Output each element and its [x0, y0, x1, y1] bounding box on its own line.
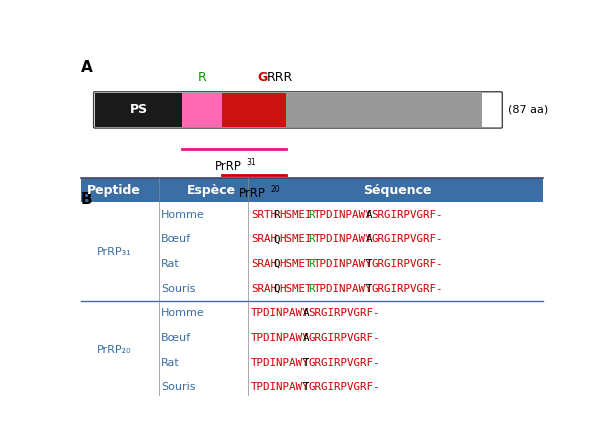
Text: T: T	[365, 259, 372, 269]
Text: Espèce: Espèce	[187, 184, 236, 197]
Text: HSMET: HSMET	[280, 284, 312, 294]
Text: SRTH: SRTH	[251, 210, 276, 220]
FancyBboxPatch shape	[222, 93, 286, 127]
Text: Souris: Souris	[161, 383, 195, 392]
Text: TPDINPAWY: TPDINPAWY	[251, 358, 309, 368]
Text: A: A	[302, 308, 309, 319]
Text: PrRP₃₁: PrRP₃₁	[96, 247, 132, 257]
Text: Rat: Rat	[161, 358, 180, 368]
Text: A: A	[81, 60, 93, 75]
Text: GRGIRPVGRF-: GRGIRPVGRF-	[371, 259, 443, 269]
Text: SRAH: SRAH	[251, 235, 276, 244]
Text: HSMEI: HSMEI	[280, 235, 312, 244]
Text: TPDINPAWY: TPDINPAWY	[314, 284, 372, 294]
Text: T: T	[302, 358, 309, 368]
Text: Rat: Rat	[161, 259, 180, 269]
Text: GRGIRPVGRF-: GRGIRPVGRF-	[308, 383, 379, 392]
FancyBboxPatch shape	[81, 202, 543, 227]
Text: RRR: RRR	[266, 71, 292, 84]
Text: TPDINPAWY: TPDINPAWY	[314, 210, 372, 220]
Text: R: R	[199, 71, 207, 84]
Text: GRGIRPVGRF-: GRGIRPVGRF-	[308, 333, 379, 343]
Text: Bœuf: Bœuf	[161, 333, 191, 343]
Text: R: R	[273, 210, 280, 220]
Text: PS: PS	[130, 103, 148, 117]
Text: G: G	[258, 71, 268, 84]
Text: Q: Q	[273, 284, 280, 294]
Text: T: T	[365, 284, 372, 294]
FancyBboxPatch shape	[81, 375, 543, 400]
Text: HSMET: HSMET	[280, 259, 312, 269]
Text: TPDINPAWY: TPDINPAWY	[251, 333, 309, 343]
Text: R: R	[308, 235, 315, 244]
Text: A: A	[365, 235, 372, 244]
Text: Homme: Homme	[161, 210, 205, 220]
Text: TPDINPAWY: TPDINPAWY	[314, 259, 372, 269]
Text: Souris: Souris	[161, 284, 195, 294]
Text: A: A	[365, 210, 372, 220]
FancyBboxPatch shape	[81, 326, 543, 351]
FancyBboxPatch shape	[81, 227, 543, 252]
FancyBboxPatch shape	[81, 276, 543, 301]
Text: Homme: Homme	[161, 308, 205, 319]
Text: GRGIRPVGRF-: GRGIRPVGRF-	[371, 235, 443, 244]
FancyBboxPatch shape	[95, 93, 182, 127]
Text: (87 aa): (87 aa)	[508, 105, 548, 115]
Text: PrRP₂₀: PrRP₂₀	[97, 345, 131, 356]
Text: B: B	[81, 192, 93, 207]
FancyBboxPatch shape	[182, 93, 222, 127]
Text: GRGIRPVGRF-: GRGIRPVGRF-	[371, 284, 443, 294]
Text: 31: 31	[247, 158, 256, 167]
Text: TPDINPAWY: TPDINPAWY	[314, 235, 372, 244]
Text: PrRP: PrRP	[216, 160, 242, 173]
Text: PrRP: PrRP	[239, 187, 266, 200]
Text: SRGIRPVGRF-: SRGIRPVGRF-	[308, 308, 379, 319]
Text: T: T	[302, 383, 309, 392]
Text: R: R	[308, 259, 315, 269]
Text: SRAH: SRAH	[251, 284, 276, 294]
Text: R: R	[308, 210, 315, 220]
Text: HSMEI: HSMEI	[280, 210, 312, 220]
FancyBboxPatch shape	[286, 93, 482, 127]
Text: R: R	[308, 284, 315, 294]
FancyBboxPatch shape	[81, 351, 543, 375]
Text: TPDINPAWY: TPDINPAWY	[251, 308, 309, 319]
Text: Q: Q	[273, 259, 280, 269]
FancyBboxPatch shape	[81, 301, 543, 326]
Text: SRGIRPVGRF-: SRGIRPVGRF-	[371, 210, 443, 220]
Text: TPDINPAWY: TPDINPAWY	[251, 383, 309, 392]
Text: A: A	[302, 333, 309, 343]
FancyBboxPatch shape	[81, 178, 543, 202]
Text: Q: Q	[273, 235, 280, 244]
Text: SRAH: SRAH	[251, 259, 276, 269]
FancyBboxPatch shape	[81, 252, 543, 276]
Text: Séquence: Séquence	[363, 184, 431, 197]
Text: Peptide: Peptide	[87, 184, 141, 197]
Text: 20: 20	[270, 185, 280, 194]
Text: Bœuf: Bœuf	[161, 235, 191, 244]
Text: GRGIRPVGRF-: GRGIRPVGRF-	[308, 358, 379, 368]
